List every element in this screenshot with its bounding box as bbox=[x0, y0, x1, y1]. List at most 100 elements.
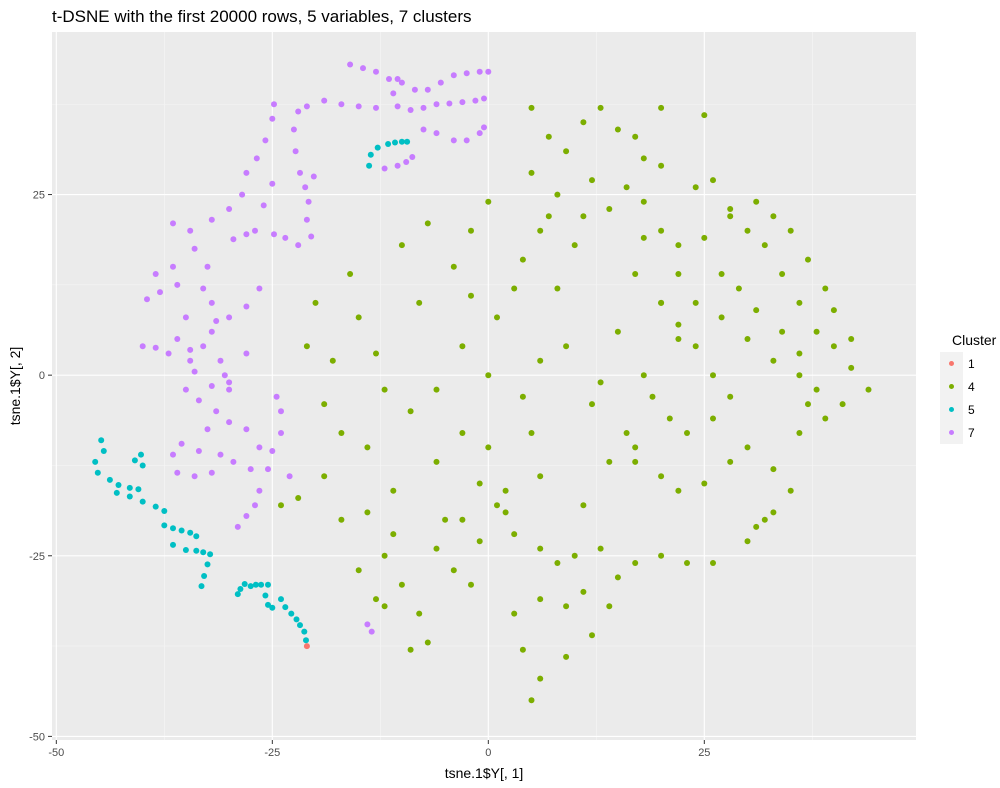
data-point-cluster-4 bbox=[597, 104, 604, 111]
data-point-cluster-5 bbox=[269, 604, 276, 611]
data-point-cluster-4 bbox=[450, 567, 457, 574]
data-point-cluster-4 bbox=[321, 401, 328, 408]
data-point-cluster-7 bbox=[321, 97, 328, 104]
data-point-cluster-7 bbox=[390, 90, 397, 97]
data-point-cluster-4 bbox=[321, 473, 328, 480]
data-point-cluster-4 bbox=[459, 430, 466, 436]
data-point-cluster-5 bbox=[247, 583, 254, 590]
data-point-cluster-4 bbox=[485, 444, 492, 451]
data-point-cluster-4 bbox=[805, 401, 811, 408]
data-point-cluster-4 bbox=[658, 473, 665, 480]
data-point-cluster-4 bbox=[494, 502, 500, 509]
data-point-cluster-7 bbox=[187, 357, 194, 364]
data-point-cluster-4 bbox=[640, 372, 647, 379]
data-point-cluster-4 bbox=[519, 256, 526, 263]
data-point-cluster-4 bbox=[528, 697, 535, 704]
data-point-cluster-7 bbox=[195, 397, 202, 404]
data-point-cluster-7 bbox=[450, 137, 457, 144]
data-point-cluster-4 bbox=[511, 610, 518, 617]
data-point-cluster-4 bbox=[580, 213, 587, 220]
data-point-cluster-7 bbox=[187, 227, 194, 234]
data-point-cluster-4 bbox=[813, 328, 820, 335]
data-point-cluster-5 bbox=[278, 596, 284, 603]
data-point-cluster-4 bbox=[407, 646, 414, 653]
data-point-cluster-4 bbox=[450, 263, 457, 270]
data-point-cluster-7 bbox=[394, 162, 401, 169]
data-point-cluster-7 bbox=[295, 242, 302, 249]
data-point-cluster-7 bbox=[234, 523, 241, 530]
data-point-cluster-7 bbox=[463, 70, 470, 77]
data-point-cluster-4 bbox=[658, 104, 665, 111]
data-point-cluster-7 bbox=[338, 101, 345, 108]
data-point-cluster-4 bbox=[692, 184, 699, 191]
x-tick-label: 25 bbox=[698, 747, 710, 759]
data-point-cluster-4 bbox=[675, 487, 682, 494]
data-point-cluster-7 bbox=[182, 386, 189, 393]
y-tick-label: 25 bbox=[33, 190, 45, 202]
data-point-cluster-4 bbox=[537, 545, 544, 552]
data-point-cluster-7 bbox=[297, 169, 303, 176]
data-point-cluster-7 bbox=[271, 231, 277, 238]
data-point-cluster-4 bbox=[519, 393, 526, 400]
data-point-cluster-4 bbox=[658, 552, 665, 559]
data-point-cluster-7 bbox=[437, 79, 444, 86]
legend: Cluster 1 4 5 7 bbox=[940, 332, 997, 444]
data-point-cluster-4 bbox=[710, 372, 716, 379]
data-point-cluster-4 bbox=[519, 646, 526, 653]
data-point-cluster-5 bbox=[207, 551, 214, 558]
data-point-cluster-7 bbox=[364, 621, 371, 628]
data-point-cluster-5 bbox=[404, 138, 411, 145]
data-point-cluster-7 bbox=[269, 180, 276, 187]
data-point-cluster-5 bbox=[252, 581, 259, 588]
data-point-cluster-4 bbox=[338, 430, 345, 436]
data-point-cluster-5 bbox=[187, 529, 194, 536]
data-point-cluster-5 bbox=[100, 448, 107, 454]
data-point-cluster-7 bbox=[459, 99, 466, 106]
data-point-cluster-4 bbox=[468, 227, 474, 234]
data-point-cluster-4 bbox=[822, 285, 829, 292]
data-point-cluster-4 bbox=[390, 531, 397, 538]
data-point-cluster-7 bbox=[243, 231, 250, 238]
major-gridlines bbox=[52, 32, 916, 740]
data-point-cluster-4 bbox=[805, 256, 811, 263]
data-point-cluster-4 bbox=[813, 386, 820, 393]
data-point-cluster-5 bbox=[138, 451, 144, 458]
data-point-cluster-5 bbox=[303, 637, 309, 644]
data-point-cluster-4 bbox=[355, 314, 362, 321]
data-point-cluster-4 bbox=[554, 191, 561, 198]
data-point-cluster-4 bbox=[770, 357, 777, 364]
y-tick-label: -50 bbox=[29, 731, 45, 743]
data-point-cluster-5 bbox=[198, 583, 205, 590]
data-point-cluster-7 bbox=[204, 426, 211, 433]
data-point-cluster-7 bbox=[463, 137, 470, 144]
data-point-cluster-7 bbox=[174, 469, 181, 476]
data-point-cluster-7 bbox=[200, 285, 207, 292]
data-point-cluster-7 bbox=[178, 440, 185, 447]
data-point-cluster-4 bbox=[735, 285, 742, 292]
data-point-cluster-5 bbox=[178, 527, 185, 534]
data-point-cluster-4 bbox=[554, 285, 561, 292]
y-tick-label: 0 bbox=[39, 370, 45, 382]
x-tick-label: -25 bbox=[264, 747, 280, 759]
data-point-cluster-4 bbox=[710, 415, 716, 422]
data-point-cluster-7 bbox=[243, 350, 250, 357]
x-axis-title: tsne.1$Y[, 1] bbox=[445, 765, 524, 781]
data-point-cluster-7 bbox=[403, 159, 410, 165]
data-point-cluster-5 bbox=[201, 573, 208, 579]
data-point-cluster-7 bbox=[191, 245, 198, 252]
data-point-cluster-4 bbox=[597, 545, 604, 552]
data-point-cluster-7 bbox=[221, 372, 228, 379]
minor-gridlines bbox=[52, 32, 916, 740]
data-point-cluster-4 bbox=[303, 343, 310, 350]
data-point-cluster-4 bbox=[666, 415, 673, 422]
data-point-cluster-4 bbox=[390, 487, 397, 494]
data-point-cluster-4 bbox=[528, 169, 535, 176]
data-point-cluster-7 bbox=[208, 299, 215, 306]
data-point-cluster-4 bbox=[632, 560, 639, 566]
data-point-cluster-7 bbox=[208, 383, 215, 389]
data-point-cluster-4 bbox=[494, 314, 500, 321]
data-point-cluster-7 bbox=[230, 458, 237, 465]
data-point-cluster-4 bbox=[822, 415, 829, 422]
data-point-cluster-4 bbox=[571, 552, 578, 559]
data-point-cluster-7 bbox=[269, 115, 276, 122]
